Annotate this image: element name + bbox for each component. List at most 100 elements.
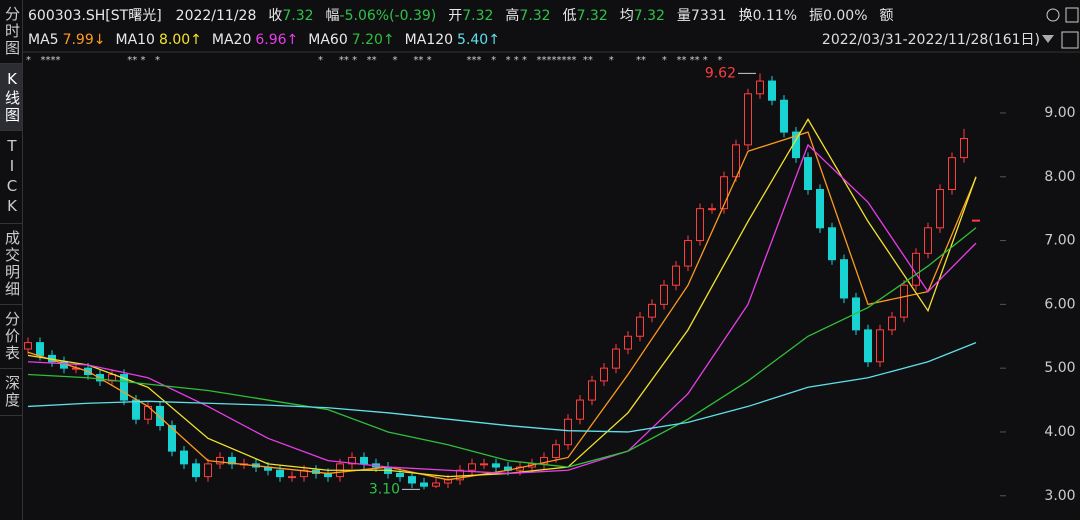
- text-span: 5.40↑: [457, 32, 500, 48]
- candle-body: [132, 399, 140, 420]
- candle-body: [900, 284, 908, 318]
- y-tick-label: 9.00: [1044, 105, 1075, 121]
- candle-body: [756, 80, 764, 95]
- text-span: 换: [739, 7, 753, 24]
- date-range: 2022/03/31-2022/11/28(161日): [822, 32, 1040, 48]
- annotation: 3.10: [369, 481, 400, 497]
- candle-body: [624, 335, 632, 350]
- text-span: 7.32: [282, 8, 313, 24]
- text-span: 7.99↓: [63, 32, 106, 48]
- y-tick-label: 6.00: [1044, 296, 1075, 312]
- text-span: 2022/11/28: [176, 8, 257, 24]
- annotation: 9.62: [705, 65, 736, 81]
- candle-body: [600, 367, 608, 382]
- y-tick-label: 7.00: [1044, 233, 1075, 249]
- panel-icon[interactable]: [1065, 7, 1079, 23]
- candle-body: [660, 284, 668, 305]
- candle-body: [492, 463, 500, 468]
- candle-body: [780, 99, 788, 133]
- text-span: 额: [880, 8, 894, 24]
- candle-body: [156, 405, 164, 427]
- text-span: 6.96↑: [255, 32, 298, 48]
- text-span: MA5: [28, 32, 59, 48]
- candle-body: [408, 476, 416, 484]
- text-span: MA60: [308, 32, 347, 48]
- ma-line: [27, 118, 977, 478]
- text-span: 8.00↑: [159, 32, 202, 48]
- candle-body: [552, 444, 560, 458]
- candle-body: [168, 425, 176, 452]
- ma-line: [27, 131, 977, 481]
- text-span: 量: [677, 8, 691, 24]
- candle-body: [720, 176, 728, 210]
- candle-body: [744, 93, 752, 146]
- ma-line: [27, 227, 977, 468]
- text-span: 7.32: [634, 8, 665, 24]
- y-tick-label: 5.00: [1044, 360, 1075, 376]
- candle-body: [576, 399, 584, 420]
- candle-body: [888, 316, 896, 331]
- candle-body: [636, 316, 644, 337]
- candle-body: [840, 259, 848, 299]
- candle-body: [36, 342, 44, 356]
- candle-body: [816, 189, 824, 229]
- text-span: 低: [563, 8, 577, 24]
- candle-body: [672, 265, 680, 286]
- toolbar-icons[interactable]: [1046, 7, 1079, 49]
- candle-body: [804, 157, 812, 191]
- header-line: 600303.SH[ST曙光] 2022/11/28 收7.32 幅-5.06%(-0…: [28, 7, 894, 24]
- text-span: -5.06%(-0.39): [340, 8, 437, 24]
- candle-body: [360, 456, 368, 465]
- window-icon[interactable]: [1061, 31, 1079, 49]
- candle-body: [120, 374, 128, 401]
- text-span: 0.00%: [823, 8, 867, 24]
- sidebar-tab[interactable]: K线图: [0, 64, 22, 131]
- settings-icon[interactable]: [1046, 8, 1060, 22]
- text-span: 7331: [691, 8, 727, 24]
- candle-body: [480, 463, 488, 466]
- text-span: 600303.SH[ST曙光]: [28, 8, 162, 24]
- candle-body: [972, 219, 980, 222]
- candle-body: [192, 463, 200, 478]
- candle-body: [432, 482, 440, 487]
- candle-body: [612, 348, 620, 369]
- candle-body: [768, 80, 776, 101]
- sidebar-tab[interactable]: 成交明细: [0, 224, 22, 305]
- text-span: 开: [448, 8, 462, 24]
- candle-body: [684, 240, 692, 267]
- candle-body: [420, 482, 428, 487]
- text-span: 高: [505, 7, 519, 24]
- sidebar: 分时图 K线图 TICK 成交明细 分价表 深度: [0, 0, 23, 520]
- text-span: 均: [620, 8, 634, 24]
- sidebar-tab[interactable]: 分价表: [0, 305, 22, 369]
- sidebar-tab[interactable]: 分时图: [0, 0, 22, 64]
- ma-line: [27, 342, 977, 433]
- y-tick-label: 3.00: [1044, 488, 1075, 504]
- text-span: MA20: [212, 32, 251, 48]
- candle-body: [936, 189, 944, 229]
- text-span: 7.32: [519, 8, 550, 24]
- ma-line: [27, 143, 977, 475]
- candle-body: [468, 463, 476, 471]
- candle-body: [960, 137, 968, 159]
- candle-body: [948, 157, 956, 191]
- candle-body: [396, 472, 404, 478]
- legend: MA5 7.99↓ MA10 8.00↑ MA20 6.96↑ MA60 7.20↑ MA120…: [28, 32, 500, 48]
- candle-body: [828, 227, 836, 261]
- candle-body: [24, 342, 32, 350]
- candle-body: [588, 380, 596, 401]
- sidebar-tab[interactable]: 深度: [0, 369, 22, 416]
- text-span: MA10: [115, 32, 154, 48]
- candle-body: [708, 208, 716, 211]
- svg-text:* **** *: * **** ** * *: [26, 55, 160, 66]
- text-span: 振: [809, 8, 823, 24]
- candle-body: [864, 329, 872, 363]
- svg-text:* ** * ** * ** *: * ** * ** * ** * *** * * * * ******** **…: [318, 55, 722, 66]
- candle-body: [288, 476, 296, 479]
- stars: * **** ** * * * ** * ** * ** * *** * * *…: [26, 55, 722, 66]
- candle-body: [696, 208, 704, 242]
- text-span: MA120: [405, 32, 453, 48]
- sidebar-tab[interactable]: TICK: [0, 131, 22, 224]
